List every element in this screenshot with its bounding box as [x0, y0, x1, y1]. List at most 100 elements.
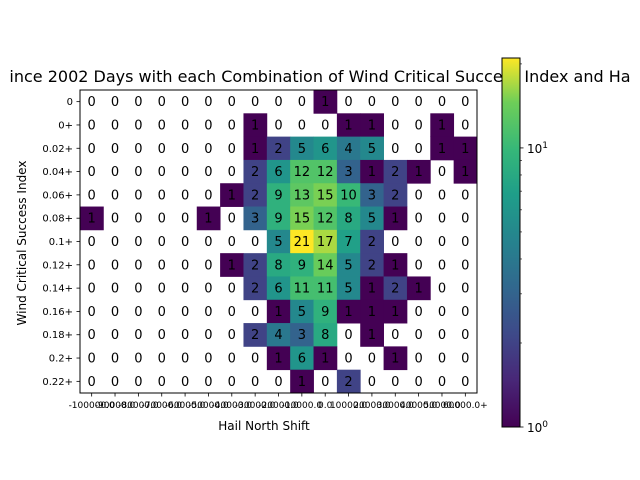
cell-value-label: 0	[204, 328, 212, 343]
cell-value-label: 0	[88, 352, 96, 367]
cell-value-label: 0	[461, 212, 469, 227]
cell-value-label: 3	[298, 328, 306, 343]
cell-value-label: 0	[228, 212, 236, 227]
heatmap-cell	[266, 206, 291, 231]
heatmap-cell	[336, 369, 361, 394]
cell-value-label: 0	[298, 95, 306, 110]
cell-value-label: 0	[414, 188, 422, 203]
cell-value-label: 0	[438, 95, 446, 110]
cell-value-label: 2	[251, 188, 259, 203]
cell-value-label: 0	[111, 212, 119, 227]
cell-value-label: 0	[158, 352, 166, 367]
heatmap-cell	[360, 183, 384, 207]
heatmap-cell	[243, 323, 268, 347]
cell-value-label: 0	[461, 282, 469, 297]
heatmap-cell	[360, 299, 384, 324]
heatmap-cell	[383, 253, 408, 277]
cell-value-label: 0	[111, 352, 119, 367]
cell-value-label: 0	[111, 328, 119, 343]
cell-value-label: 0	[158, 305, 166, 320]
heatmap-cell	[360, 229, 384, 254]
cell-value-label: 0	[111, 305, 119, 320]
cell-value-label: 1	[391, 352, 399, 367]
cell-value-label: 0	[111, 282, 119, 297]
cell-value-label: 0	[88, 305, 96, 320]
heatmap-cell	[336, 253, 361, 277]
cell-value-label: 2	[368, 235, 376, 250]
cell-value-label: 1	[391, 305, 399, 320]
heatmap-cell	[290, 369, 314, 394]
heatmap-cell	[313, 253, 338, 277]
heatmap-cell	[336, 183, 361, 207]
cell-value-label: 0	[204, 282, 212, 297]
x-tick-label: -60000.0	[165, 401, 206, 411]
colorbar-tick-label: 100	[527, 420, 548, 435]
x-tick-label: 20000.0	[353, 401, 390, 411]
cell-value-label: 2	[251, 282, 259, 297]
cell-value-label: 1	[368, 165, 376, 180]
cell-value-label: 0	[228, 328, 236, 343]
cell-value-label: 1	[344, 305, 352, 320]
cell-value-label: 0	[368, 95, 376, 110]
cell-value-label: 5	[344, 258, 352, 273]
cell-value-label: 0	[414, 118, 422, 133]
cell-value-label: 1	[438, 118, 446, 133]
cell-value-label: 0	[251, 375, 259, 390]
cell-value-label: 1	[321, 95, 329, 110]
cell-value-label: 0	[368, 375, 376, 390]
cell-value-label: 0	[134, 95, 142, 110]
y-tick-label: 0.2+	[49, 354, 73, 365]
cell-value-label: 0	[204, 142, 212, 157]
cell-value-label: 0	[181, 258, 189, 273]
heatmap-cell	[290, 136, 314, 161]
heatmap-cell	[313, 183, 338, 207]
cell-value-label: 0	[204, 352, 212, 367]
y-tick-label: 0.06+	[42, 190, 73, 201]
heatmap-cell	[243, 276, 268, 301]
y-tick-label: 0.04+	[42, 167, 73, 178]
cell-value-label: 0	[228, 282, 236, 297]
cell-value-label: 0	[391, 95, 399, 110]
heatmap-cell	[313, 276, 338, 301]
cell-value-label: 0	[438, 188, 446, 203]
cell-value-label: 0	[134, 188, 142, 203]
heatmap-cell	[290, 229, 314, 254]
cell-value-label: 0	[414, 305, 422, 320]
cell-value-label: 5	[368, 212, 376, 227]
cell-value-label: 0	[438, 282, 446, 297]
cell-value-label: 4	[274, 328, 282, 343]
heatmap-cell	[290, 253, 314, 277]
cell-value-label: 6	[298, 352, 306, 367]
cell-value-label: 1	[251, 118, 259, 133]
cell-value-label: 1	[414, 165, 422, 180]
cell-value-label: 1	[228, 188, 236, 203]
cell-value-label: 0	[438, 235, 446, 250]
heatmap-cell	[243, 113, 268, 138]
heatmap-cell	[290, 183, 314, 207]
heatmap-cell	[336, 113, 361, 138]
y-tick-label: 0.02+	[42, 144, 73, 155]
cell-value-label: 0	[181, 328, 189, 343]
cell-value-label: 0	[204, 305, 212, 320]
cell-value-label: 0	[298, 118, 306, 133]
cell-value-label: 0	[134, 328, 142, 343]
heatmap-cell	[290, 159, 314, 184]
cell-value-label: 1	[438, 142, 446, 157]
cell-value-label: 0	[228, 305, 236, 320]
cell-value-label: 0	[228, 165, 236, 180]
heatmap-cell	[243, 183, 268, 207]
cell-value-label: 0	[158, 142, 166, 157]
colorbar-gradient	[501, 57, 521, 428]
heatmap-cell	[243, 253, 268, 277]
cell-value-label: 0	[88, 188, 96, 203]
cell-value-label: 0	[111, 142, 119, 157]
cell-value-label: 8	[321, 328, 329, 343]
y-tick-label: 0.16+	[42, 307, 73, 318]
cell-value-label: 0	[461, 118, 469, 133]
heatmap-cell	[290, 276, 314, 301]
heatmap-cell	[360, 276, 384, 301]
heatmap-cell	[336, 229, 361, 254]
cell-value-label: 0	[344, 352, 352, 367]
cell-value-label: 0	[438, 165, 446, 180]
heatmap-cell	[266, 276, 291, 301]
